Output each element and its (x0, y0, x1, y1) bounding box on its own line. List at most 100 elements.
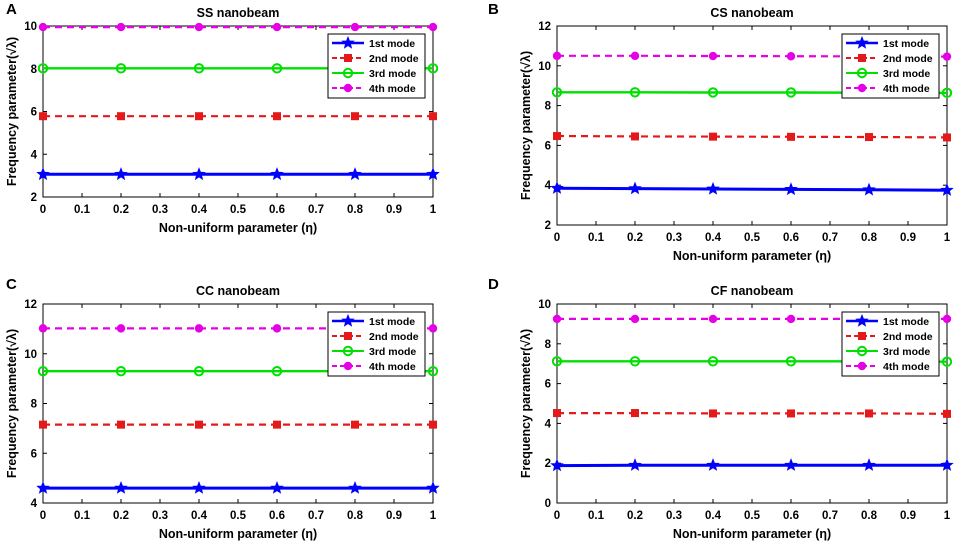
data-point (193, 63, 205, 74)
x-axis-label: Non-uniform parameter (η) (159, 527, 317, 541)
x-tick-label: 0.3 (666, 232, 682, 244)
series-1-mode (550, 458, 954, 472)
x-tick-label: 0.3 (152, 204, 168, 216)
legend: 1st mode 2nd mode 3rd mode 4th mode (841, 33, 940, 99)
legend-marker (855, 35, 869, 49)
legend: 1st mode 2nd mode 3rd mode 4th mode (327, 33, 426, 99)
x-tick-label: 0.7 (308, 204, 324, 216)
data-point (272, 22, 282, 32)
data-point (942, 52, 952, 61)
x-tick-label: 0.6 (783, 232, 799, 244)
y-tick-label: 6 (31, 448, 37, 460)
data-point (862, 182, 876, 196)
y-tick-label: 12 (24, 299, 37, 311)
x-tick-label: 0.7 (822, 510, 838, 522)
data-point (628, 458, 642, 471)
series-2-mode (553, 409, 952, 418)
legend-label: 2nd mode (369, 53, 419, 65)
y-axis-label: Frequency parameter(√λ) (519, 51, 533, 200)
data-point (786, 52, 796, 61)
data-point (427, 63, 439, 74)
data-point (194, 22, 204, 32)
legend-marker (856, 67, 868, 79)
data-point (630, 314, 640, 324)
legend-label: 4th mode (883, 361, 930, 373)
data-point (709, 409, 718, 418)
data-point (785, 356, 797, 367)
legend-label: 1st mode (883, 316, 929, 328)
chart-panel-d: D CF nanobeam 0 0.1 0.2 0.3 0.4 0.5 0.6 0.7 0.8 0.9… (488, 276, 954, 541)
data-point (428, 112, 437, 121)
data-point (37, 365, 49, 377)
y-tick-label: 10 (24, 21, 37, 33)
x-tick-label: 0.4 (705, 510, 722, 522)
panel-label: A (6, 1, 17, 18)
data-point (39, 112, 48, 121)
x-tick-label: 0 (554, 510, 560, 522)
chart-title: CF nanobeam (711, 284, 794, 298)
data-point (707, 356, 719, 367)
x-tick-label: 0.1 (74, 204, 91, 216)
data-point (786, 314, 796, 324)
data-point (38, 22, 48, 32)
legend-marker (857, 83, 867, 93)
legend-label: 3rd mode (883, 68, 930, 80)
y-tick-label: 6 (545, 379, 551, 391)
y-axis-label: Frequency parameter(√λ) (5, 37, 19, 186)
x-tick-label: 0.8 (347, 510, 364, 522)
data-point (551, 356, 563, 367)
data-point (862, 458, 876, 471)
x-tick-label: 0.6 (783, 510, 799, 522)
y-tick-label: 10 (24, 349, 37, 361)
series-2-mode (39, 112, 437, 121)
series-1-mode (36, 167, 440, 181)
data-point (631, 132, 640, 141)
data-point (552, 51, 562, 61)
x-tick-label: 1 (430, 204, 437, 216)
data-point (630, 51, 640, 61)
series-2-mode (39, 420, 437, 429)
y-tick-label: 8 (545, 339, 552, 351)
data-point (350, 420, 359, 429)
data-point (708, 51, 718, 61)
x-tick-label: 0.1 (74, 510, 91, 522)
x-tick-label: 0.2 (113, 204, 129, 216)
panel-label: B (488, 1, 499, 18)
data-point (426, 167, 440, 181)
data-point (36, 167, 50, 181)
legend-label: 4th mode (883, 83, 930, 95)
data-point (550, 181, 564, 194)
chart-panel-a: A SS nanobeam 0 0.1 0.2 0.3 0.4 0.5 0.6 0.7 0.8 0.9… (5, 1, 440, 235)
data-point (115, 63, 127, 74)
data-point (194, 420, 203, 429)
x-tick-label: 0.2 (627, 232, 643, 244)
series-line (557, 412, 948, 415)
legend-marker (342, 345, 354, 357)
data-point (116, 22, 126, 32)
data-point (552, 314, 562, 324)
data-point (117, 420, 126, 429)
legend-marker (857, 361, 867, 371)
x-tick-label: 0.5 (744, 510, 761, 522)
y-tick-label: 2 (545, 458, 551, 470)
chart-panel-c: C CC nanobeam 0 0.1 0.2 0.3 0.4 0.5 0.6 0.7 0.8 0.9… (5, 276, 440, 541)
data-point (550, 458, 564, 472)
x-tick-label: 0.4 (191, 510, 208, 522)
series-line (556, 186, 948, 192)
x-tick-label: 0.3 (152, 510, 168, 522)
x-tick-label: 0.2 (627, 510, 643, 522)
data-point (272, 420, 281, 429)
legend-marker (856, 345, 868, 357)
data-point (427, 365, 439, 377)
y-tick-label: 8 (31, 64, 38, 76)
legend-marker (342, 67, 354, 79)
data-point (706, 181, 720, 195)
x-tick-label: 0 (554, 232, 560, 244)
data-point (192, 480, 206, 494)
legend-marker (341, 313, 355, 327)
data-point (865, 409, 874, 418)
series-1-mode (550, 181, 954, 196)
x-tick-label: 0.9 (900, 232, 916, 244)
y-tick-label: 8 (545, 101, 552, 113)
data-point (940, 183, 954, 196)
